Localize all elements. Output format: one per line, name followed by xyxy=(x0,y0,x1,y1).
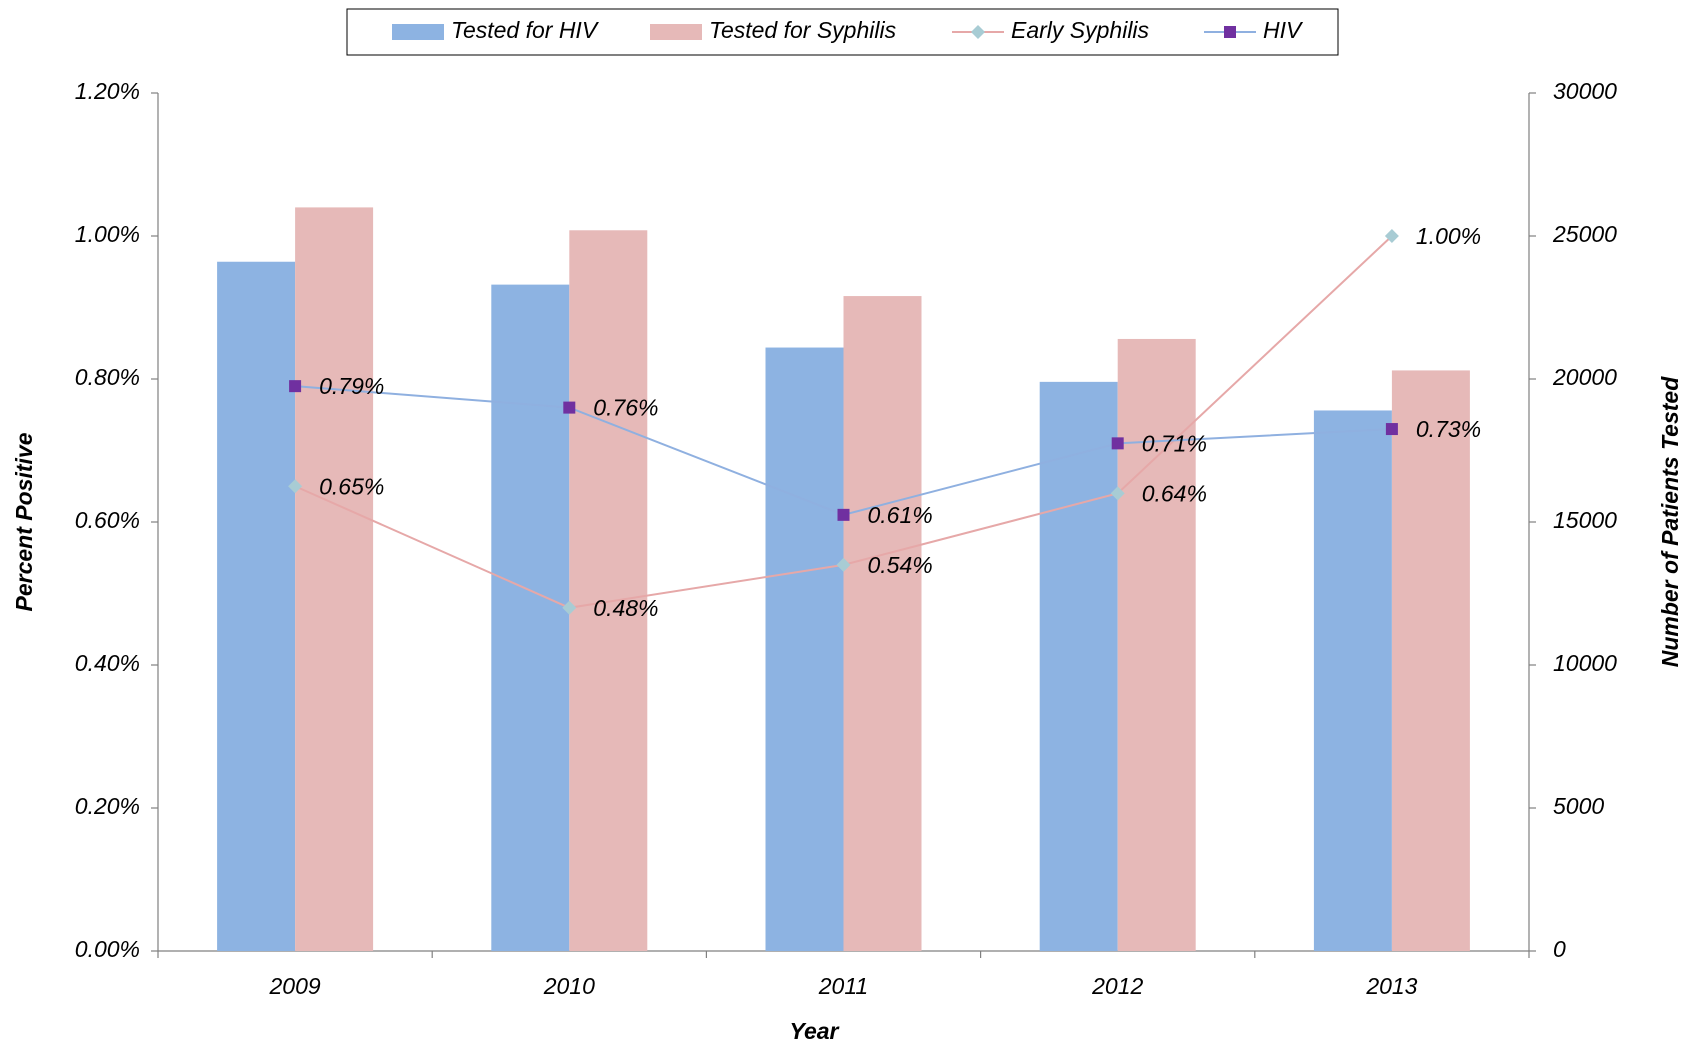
x-tick-label: 2012 xyxy=(1091,973,1143,999)
data-label: 1.00% xyxy=(1416,223,1481,249)
y-axis-title: Percent Positive xyxy=(11,432,37,611)
data-label: 0.71% xyxy=(1142,430,1207,456)
y2-tick-label: 25000 xyxy=(1552,221,1617,247)
marker xyxy=(1110,486,1125,501)
marker xyxy=(837,508,850,521)
y-tick-label: 1.20% xyxy=(75,78,140,104)
y2-axis-title: Number of Patients Tested xyxy=(1657,376,1683,667)
bar xyxy=(843,296,922,951)
legend-marker xyxy=(1224,26,1236,38)
x-axis-title: Year xyxy=(789,1018,839,1044)
marker xyxy=(289,380,302,393)
y2-tick-label: 15000 xyxy=(1553,507,1617,533)
data-label: 0.61% xyxy=(868,502,933,528)
x-tick-label: 2009 xyxy=(269,973,321,999)
y-tick-label: 0.60% xyxy=(75,507,140,533)
marker xyxy=(836,557,851,572)
y-tick-label: 0.20% xyxy=(75,793,140,819)
data-label: 0.76% xyxy=(593,395,658,421)
bar xyxy=(1313,410,1392,952)
legend-label: Tested for HIV xyxy=(451,17,600,43)
y-tick-label: 0.40% xyxy=(75,650,140,676)
data-label: 0.79% xyxy=(319,373,384,399)
bar xyxy=(1039,381,1118,951)
marker xyxy=(1111,437,1124,450)
legend-swatch xyxy=(650,24,702,40)
bar xyxy=(217,261,296,951)
y2-tick-label: 20000 xyxy=(1552,364,1617,390)
legend-label: Tested for Syphilis xyxy=(709,17,897,43)
y-tick-label: 1.00% xyxy=(75,221,140,247)
data-label: 0.54% xyxy=(868,552,933,578)
marker xyxy=(288,479,303,494)
y-tick-label: 0.00% xyxy=(75,936,140,962)
bar xyxy=(491,284,570,951)
y2-tick-label: 5000 xyxy=(1553,793,1604,819)
y2-tick-label: 0 xyxy=(1553,936,1566,962)
y2-tick-label: 10000 xyxy=(1553,650,1617,676)
legend-marker xyxy=(971,25,985,39)
marker xyxy=(563,401,576,414)
marker xyxy=(562,600,577,615)
bar xyxy=(569,230,648,951)
data-label: 0.65% xyxy=(319,473,384,499)
data-label: 0.48% xyxy=(593,595,658,621)
bar xyxy=(765,347,844,951)
legend-label: HIV xyxy=(1263,17,1304,43)
bar xyxy=(295,207,374,951)
data-label: 0.73% xyxy=(1416,416,1481,442)
marker xyxy=(1384,229,1399,243)
y-tick-label: 0.80% xyxy=(75,364,140,390)
x-tick-label: 2011 xyxy=(818,973,868,999)
y2-tick-label: 30000 xyxy=(1553,78,1617,104)
legend-swatch xyxy=(392,24,444,40)
x-tick-label: 2013 xyxy=(1365,973,1417,999)
marker xyxy=(1385,423,1398,436)
bar xyxy=(1391,370,1470,951)
data-label: 0.64% xyxy=(1142,480,1207,506)
legend-label: Early Syphilis xyxy=(1011,17,1150,43)
legend-box xyxy=(346,8,1339,56)
x-tick-label: 2010 xyxy=(543,973,595,999)
